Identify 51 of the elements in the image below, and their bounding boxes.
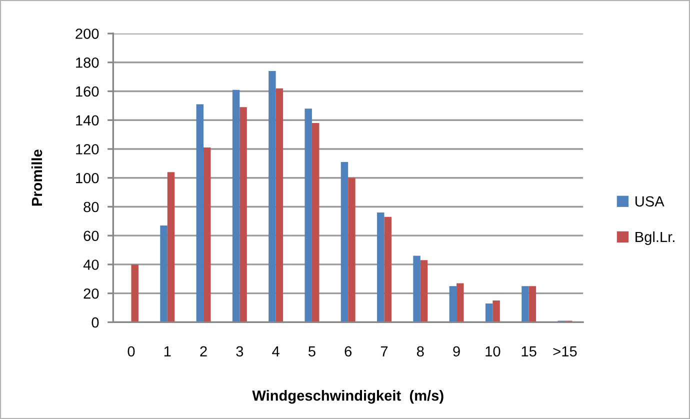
bar (456, 283, 464, 322)
x-tick-label: 1 (164, 346, 171, 356)
bar (485, 303, 493, 322)
x-tick-label: 0 (128, 346, 135, 357)
y-tick-label: 40 (83, 260, 99, 270)
bar (492, 300, 500, 322)
y-tick-label: 140 (76, 115, 99, 126)
bar (449, 286, 457, 322)
x-tick-label: 7 (380, 346, 388, 356)
bar (348, 178, 356, 322)
y-tick-label: 180 (76, 57, 99, 68)
x-tick-label: 3 (236, 346, 244, 357)
x-tick-label: 5 (308, 346, 316, 357)
bar (384, 216, 392, 322)
x-tick-label: 9 (453, 346, 460, 357)
bar (276, 88, 284, 322)
bar (528, 286, 536, 322)
legend-label: Bgl.Lr. (636, 231, 674, 246)
x-tick-label: >15 (553, 346, 577, 357)
bar (196, 104, 204, 322)
y-axis-title: Promille (31, 150, 42, 206)
bar (167, 172, 175, 322)
bar (232, 90, 240, 322)
x-tick-label: 4 (272, 346, 280, 356)
bar (131, 264, 138, 322)
bar (377, 212, 384, 322)
legend-label: USA (636, 196, 664, 207)
y-tick-label: 0 (92, 317, 99, 328)
x-axis-title: Windgeschwindigkeit (m/s) (252, 390, 444, 404)
y-tick-label: 200 (76, 28, 99, 39)
y-tick-label: 120 (76, 144, 99, 154)
bar (240, 107, 247, 322)
bar (204, 148, 211, 322)
x-tick-label: 10 (486, 346, 500, 357)
bar (522, 286, 529, 322)
x-tick-label: 2 (200, 346, 207, 356)
y-tick-label: 160 (76, 86, 99, 97)
x-tick-label: 15 (522, 346, 536, 357)
y-tick-label: 80 (84, 202, 99, 212)
bar (420, 260, 428, 322)
x-tick-label: 8 (416, 346, 424, 357)
bar (304, 108, 312, 322)
y-tick-label: 60 (84, 230, 99, 242)
bar (268, 71, 276, 322)
y-tick-label: 100 (76, 172, 99, 184)
bar (312, 123, 320, 322)
bar (160, 226, 168, 322)
bar (340, 162, 348, 322)
y-tick-label: 20 (84, 288, 99, 299)
bar (413, 256, 420, 322)
x-tick-label: 6 (344, 346, 352, 357)
